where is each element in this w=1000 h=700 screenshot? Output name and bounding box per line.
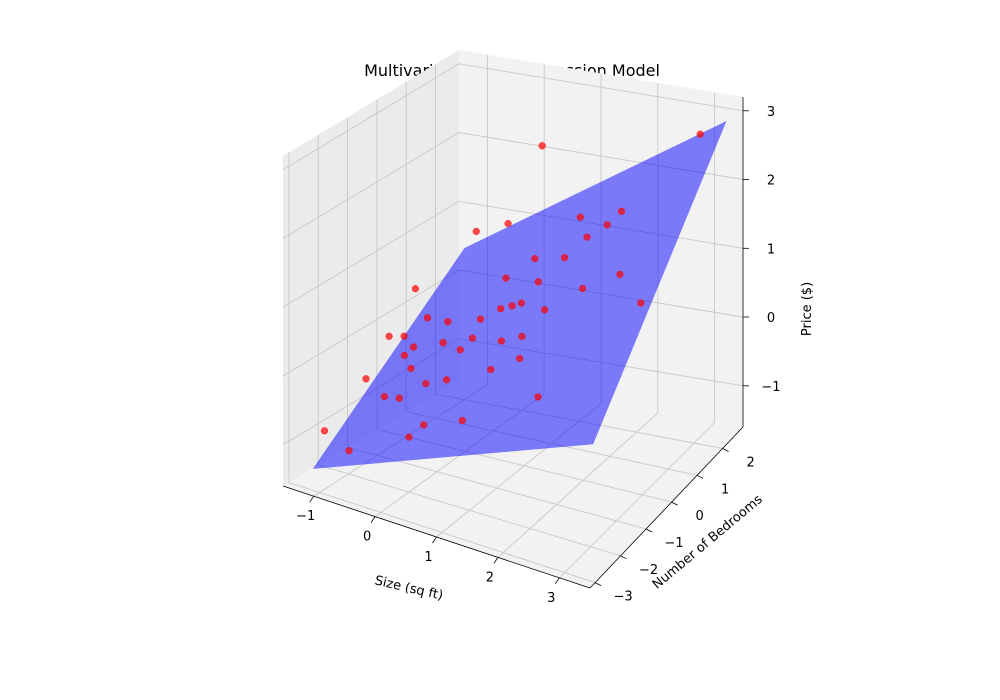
data-point — [534, 278, 542, 286]
z-tick-label: 0 — [767, 311, 775, 326]
x-tick-label: 0 — [363, 530, 371, 545]
x-axis-label: Size (sq ft) — [373, 573, 444, 603]
data-point — [411, 285, 420, 293]
regression-plane — [312, 121, 727, 469]
data-point — [578, 284, 587, 293]
regression-plane-surface — [312, 121, 727, 469]
data-point — [442, 376, 451, 384]
data-point — [385, 332, 393, 340]
data-point — [400, 351, 409, 360]
x-tick-label: 1 — [424, 550, 432, 565]
z-tick-label: 1 — [767, 242, 775, 257]
data-point — [516, 354, 524, 363]
y-tick-mark — [645, 528, 653, 533]
data-point — [534, 393, 542, 401]
data-point — [487, 365, 495, 374]
data-point — [540, 306, 549, 314]
y-axis-line — [589, 426, 744, 589]
y-tick-label: 2 — [746, 456, 754, 471]
data-point — [456, 346, 464, 354]
data-point — [616, 270, 624, 279]
x-tick-label: 2 — [486, 570, 494, 585]
x-tick-mark — [432, 536, 437, 544]
data-point — [345, 447, 353, 455]
x-tick-label: −1 — [296, 509, 315, 524]
data-point — [504, 219, 512, 228]
y-tick-mark — [696, 474, 704, 479]
data-point — [420, 421, 428, 429]
data-point — [497, 305, 505, 313]
data-point — [517, 299, 526, 307]
y-tick-mark — [620, 555, 627, 560]
data-point — [696, 130, 704, 138]
y-tick-label: 1 — [721, 482, 729, 497]
data-point — [409, 343, 418, 351]
x-tick-label: 3 — [547, 591, 555, 606]
z-axis-label: Price ($) — [800, 282, 815, 336]
data-point — [617, 207, 626, 215]
z-tick-label: 3 — [767, 105, 775, 120]
z-grid-line — [282, 63, 744, 171]
data-point — [531, 254, 539, 263]
data-point — [468, 334, 477, 342]
data-point — [423, 314, 432, 322]
data-point — [380, 392, 389, 401]
data-point — [422, 379, 430, 388]
z-tick-label: −1 — [761, 380, 780, 395]
x-grid-line — [558, 92, 716, 579]
x-tick-mark — [309, 495, 315, 503]
data-point — [603, 221, 611, 229]
data-point — [400, 332, 408, 340]
x-tick-mark — [554, 577, 560, 585]
data-point — [405, 433, 413, 441]
data-point — [362, 375, 370, 383]
data-point — [583, 233, 591, 241]
data-point — [439, 339, 447, 347]
data-point — [407, 364, 415, 373]
data-point — [518, 332, 526, 341]
data-point — [502, 274, 510, 282]
z-tick-label: 2 — [767, 174, 775, 189]
data-point — [444, 318, 452, 326]
data-point — [508, 302, 516, 310]
y-tick-label: −3 — [614, 590, 633, 605]
data-points — [320, 130, 704, 455]
y-tick-label: 0 — [695, 509, 703, 524]
data-point — [637, 299, 645, 307]
data-point — [497, 337, 506, 345]
tick-labels: −1 0 1 2 3 −3 −2 −1 0 1 2 −1 0 1 2 3 — [296, 105, 780, 606]
y-tick-label: −1 — [665, 536, 684, 551]
data-point — [458, 416, 466, 425]
data-point — [538, 142, 546, 150]
y-grid-line — [288, 152, 596, 584]
x-tick-mark — [493, 557, 499, 564]
y-tick-mark — [722, 448, 729, 452]
data-point — [576, 213, 584, 221]
data-point — [560, 253, 569, 262]
data-point — [476, 315, 485, 323]
data-point — [472, 227, 480, 236]
y-tick-mark — [594, 582, 602, 586]
x-tick-mark — [370, 516, 376, 523]
y-tick-label: −2 — [639, 563, 658, 578]
data-point — [395, 394, 403, 402]
data-point — [320, 427, 329, 435]
y-tick-mark — [671, 501, 678, 506]
